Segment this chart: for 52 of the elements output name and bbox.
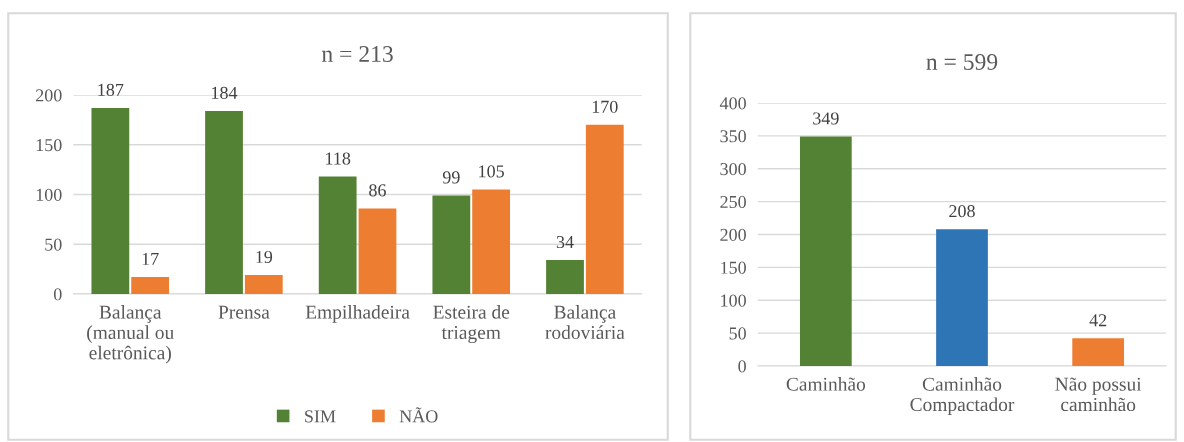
data-label: 349: [813, 112, 839, 125]
y-tick-label: 400: [719, 97, 746, 110]
y-tick-label: 0: [738, 360, 746, 373]
data-label: 34: [556, 235, 574, 249]
data-label: 184: [212, 86, 238, 99]
y-tick-label: 200: [36, 89, 62, 102]
bar: [358, 208, 397, 294]
data-label: 118: [326, 152, 351, 165]
x-tick-label: Não possui caminhão: [1055, 377, 1142, 412]
y-tick-label: 300: [720, 162, 746, 176]
data-label: 170: [592, 100, 618, 113]
x-tick-label: Empilhadeira: [305, 305, 410, 323]
y-tick-label: 250: [720, 195, 746, 209]
bar: [205, 110, 243, 294]
data-label: 99: [442, 171, 460, 184]
data-label: 86: [369, 184, 386, 197]
legend-label: NÃO: [399, 407, 438, 423]
bar: [318, 176, 357, 294]
y-tick-label: 50: [45, 238, 62, 251]
bar: [91, 107, 130, 294]
y-tick-label: 350: [720, 130, 746, 143]
bar: [244, 275, 283, 294]
y-tick-label: 0: [53, 288, 62, 301]
x-tick-label: Caminhão: [786, 377, 866, 391]
y-tick-label: 100: [36, 188, 62, 201]
data-label: 17: [142, 252, 159, 265]
bar: [472, 189, 511, 294]
data-label: 105: [479, 165, 504, 178]
data-label: 208: [949, 205, 975, 218]
y-tick-label: 150: [721, 261, 746, 274]
y-tick-label: 200: [720, 228, 746, 241]
bar: [131, 277, 170, 294]
x-tick-label: Balança (manual ou eletrônica): [87, 305, 174, 364]
data-label: 187: [98, 83, 124, 96]
data-label: 42: [1089, 314, 1107, 327]
y-tick-label: 150: [36, 139, 62, 152]
bar: [432, 195, 471, 294]
chart-title: n = 213: [321, 46, 393, 62]
y-tick-label: 50: [729, 327, 746, 340]
y-tick-label: 100: [721, 294, 746, 307]
bar: [585, 124, 624, 294]
x-tick-label: Caminhão Compactador: [910, 377, 1015, 416]
x-tick-label: Esteira de triagem: [433, 305, 510, 344]
data-label: 19: [256, 250, 273, 264]
bar: [1072, 338, 1125, 366]
bar: [936, 229, 988, 366]
x-tick-label: Prensa: [218, 305, 270, 319]
bar: [546, 260, 584, 294]
x-tick-label: Balança rodoviária: [545, 305, 625, 340]
legend-label: SIM: [305, 410, 336, 423]
bar: [799, 136, 852, 366]
chart-title: n = 599: [926, 54, 998, 70]
